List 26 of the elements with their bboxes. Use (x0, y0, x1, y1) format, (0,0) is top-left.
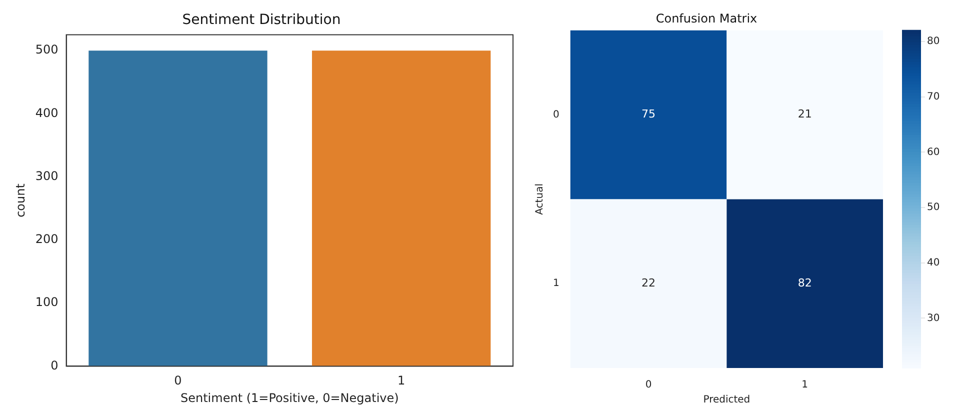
data-label: 75 (642, 108, 656, 121)
y-axis-title: Actual (534, 184, 546, 215)
chart-title: Sentiment Distribution (182, 12, 341, 28)
y-tick-label: 500 (35, 42, 58, 57)
y-tick-label: 200 (35, 232, 58, 246)
data-label: 22 (642, 276, 656, 290)
y-tick-label: 100 (35, 295, 58, 310)
x-tick-label: 1 (398, 374, 406, 388)
color-bar-label: 40 (927, 257, 940, 268)
color-bar-label: 80 (927, 36, 940, 48)
color-bar-label: 60 (927, 146, 940, 158)
color-bar-label: 50 (927, 202, 940, 214)
x-tick-label: 1 (802, 380, 808, 391)
y-axis-title: count (13, 183, 28, 218)
x-tick-label: 0 (174, 374, 182, 388)
x-axis-title: Predicted (703, 394, 750, 406)
color-bar-label: 70 (927, 91, 940, 102)
y-tick-label: 400 (35, 106, 58, 120)
color-bar-label: 30 (927, 312, 940, 324)
data-label: 21 (798, 108, 812, 121)
x-tick-label: 0 (645, 380, 652, 391)
y-tick-label: 0 (50, 358, 58, 372)
data-label: 82 (798, 276, 812, 290)
chart-title: Confusion Matrix (656, 11, 758, 26)
x-axis-title: Sentiment (1=Positive, 0=Negative) (180, 390, 399, 405)
y-tick-label: 300 (35, 168, 58, 183)
